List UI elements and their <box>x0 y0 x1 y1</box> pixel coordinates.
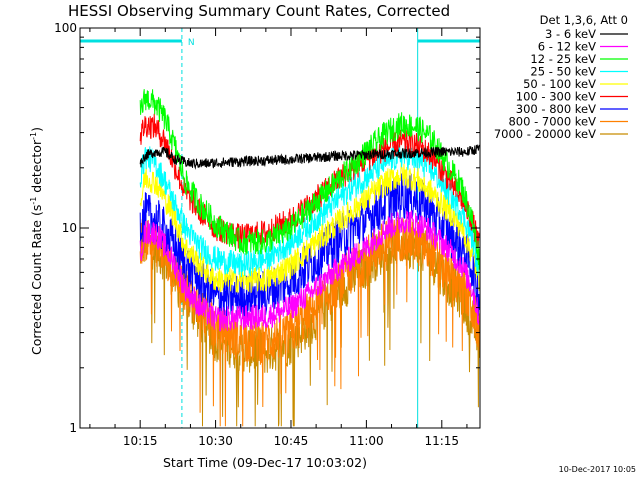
x-tick-label: 10:30 <box>198 434 233 448</box>
series-line-4 <box>139 162 480 293</box>
legend-label-8: 7000 - 20000 keV <box>494 127 596 141</box>
x-tick-label: 10:15 <box>123 434 158 448</box>
plot-area: N <box>80 28 481 428</box>
y-tick-label: 1 <box>69 421 77 435</box>
legend-label-2: 12 - 25 keV <box>530 52 596 66</box>
series-line-7 <box>139 213 480 427</box>
legend-label-3: 25 - 50 keV <box>530 65 596 79</box>
legend-label-0: 3 - 6 keV <box>545 27 596 41</box>
timestamp: 10-Dec-2017 10:05 <box>559 465 636 474</box>
legend-label-6: 300 - 800 keV <box>516 102 596 116</box>
y-axis-ticks: 1 10 100 <box>54 21 480 435</box>
flag-label-1: N <box>188 38 195 48</box>
series-line-2 <box>139 89 480 270</box>
y-axis-label-main: Corrected Count Rate (s <box>29 205 44 355</box>
y-tick-label: 10 <box>62 221 77 235</box>
legend-header: Det 1,3,6, Att 0 <box>540 13 628 27</box>
x-axis-label: Start Time (09-Dec-17 10:03:02) <box>163 455 367 470</box>
x-axis-ticks: 10:15 10:30 10:45 11:00 11:15 <box>89 28 468 448</box>
legend-label-5: 100 - 300 keV <box>516 90 596 104</box>
x-tick-label: 11:15 <box>424 434 459 448</box>
y-axis-label-mid: detector <box>29 139 44 197</box>
y-axis-label-sup2: -1 <box>29 132 38 140</box>
y-axis-label: Corrected Count Rate (s-1 detector-1) <box>29 127 44 355</box>
x-tick-label: 11:00 <box>349 434 384 448</box>
series-line-3 <box>139 144 480 278</box>
legend-label-4: 50 - 100 keV <box>523 77 596 91</box>
y-tick-label: 100 <box>54 21 77 35</box>
chart-title: HESSI Observing Summary Count Rates, Cor… <box>68 2 450 20</box>
x-tick-label: 10:45 <box>274 434 309 448</box>
y-axis-label-end: ) <box>29 127 44 132</box>
y-axis-label-sup1: -1 <box>29 197 38 205</box>
legend-label-7: 800 - 7000 keV <box>508 115 596 129</box>
series-line-0 <box>139 144 480 170</box>
legend-label-1: 6 - 12 keV <box>538 40 596 54</box>
series-line-1 <box>139 210 480 332</box>
